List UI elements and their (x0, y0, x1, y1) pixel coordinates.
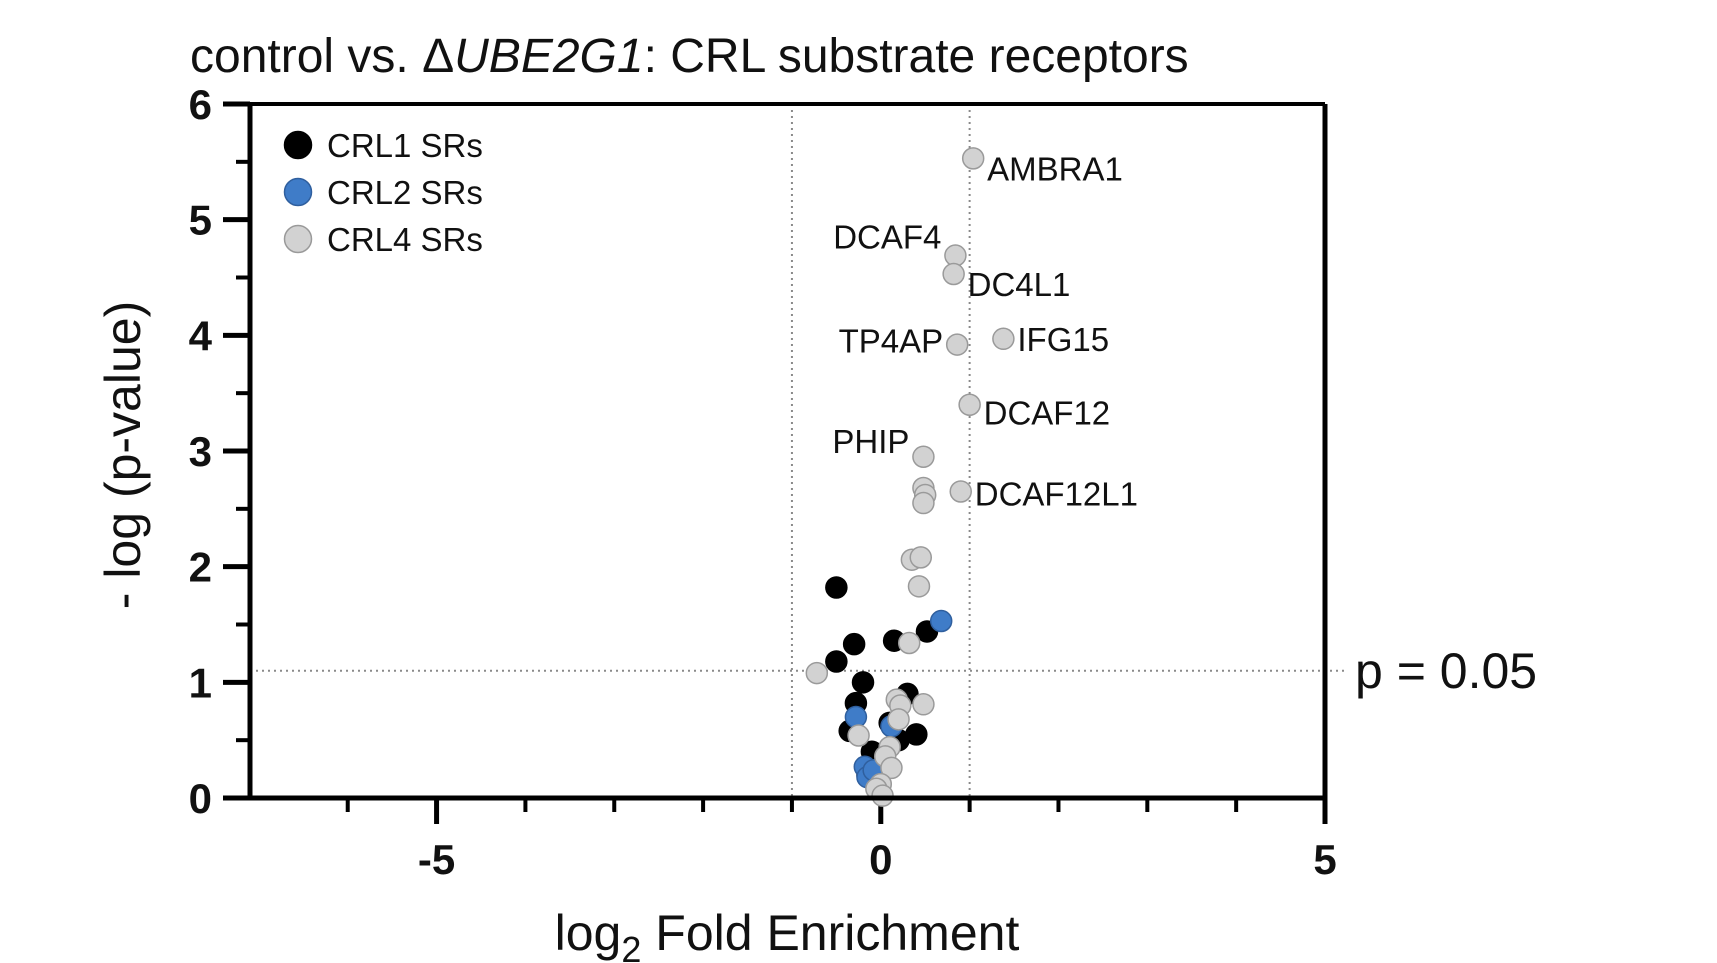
point-0-3 (851, 671, 875, 694)
point-2-12 (909, 546, 933, 569)
point-2-15 (805, 661, 829, 685)
chart-title-gene: UBE2G1 (454, 30, 643, 83)
legend-marker-0 (283, 130, 313, 160)
y-tick-label-4: 4 (189, 312, 213, 359)
plot-axes (247, 104, 1328, 801)
annotation-dcaf12l1: DCAF12L1 (975, 475, 1138, 512)
point-2-13 (907, 575, 931, 598)
y-tick-label-1: 1 (189, 659, 212, 706)
legend: CRL1 SRs CRL2 SRs CRL4 SRs (283, 127, 483, 258)
point-2-2 (942, 262, 965, 286)
point-2-7 (949, 480, 972, 503)
point-2-1 (944, 244, 967, 267)
legend-marker-1 (283, 177, 313, 207)
legend-marker-2 (283, 224, 313, 254)
plot-frame (247, 102, 1328, 801)
annotation-dcaf4: DCAF4 (833, 219, 941, 256)
x-axis-ticks: -5 0 5 (345, 798, 1337, 883)
point-2-10 (912, 491, 935, 515)
point-annotations: AMBRA1 DCAF4 DC4L1 IFG15 TP4AP DCAF12 PHIP DCAF… (832, 150, 1138, 512)
y-tick-label-2: 2 (189, 544, 212, 591)
chart-title-prefix: control vs. Δ (190, 30, 454, 83)
point-2-4 (945, 333, 969, 356)
x-axis-label-log: log (555, 905, 622, 961)
x-tick-label-1: 0 (869, 836, 892, 883)
x-tick-label-0: -5 (418, 836, 455, 883)
point-0-2 (825, 650, 848, 673)
annotation-dcaf12: DCAF12 (984, 395, 1111, 432)
annotation-ambra1: AMBRA1 (987, 150, 1123, 187)
x-axis-label: log2 Fold Enrichment (555, 905, 1020, 963)
annotation-dc4l1: DC4L1 (968, 266, 1071, 303)
chart-title: control vs. ΔUBE2G1: CRL substrate recep… (190, 30, 1189, 83)
reference-lines (250, 104, 1345, 798)
x-tick-label-2: 5 (1313, 836, 1336, 883)
legend-label-1: CRL2 SRs (327, 174, 483, 211)
y-tick-label-3: 3 (189, 428, 212, 475)
point-2-6 (912, 445, 935, 469)
point-2-18 (912, 693, 935, 716)
point-2-20 (847, 724, 870, 747)
chart-title-suffix: : CRL substrate receptors (644, 30, 1189, 83)
x-axis-label-subscript: 2 (621, 929, 641, 963)
y-axis-label: - log (p-value) (95, 301, 151, 609)
y-axis-ticks: 0 1 2 3 4 5 6 (189, 81, 250, 822)
x-axis-label-rest: Fold Enrichment (641, 905, 1019, 961)
point-2-14 (897, 631, 921, 655)
point-2-23 (880, 756, 903, 780)
annotation-tp4ap: TP4AP (839, 323, 944, 360)
y-tick-label-6: 6 (189, 81, 212, 128)
point-1-1 (844, 705, 868, 729)
point-2-19 (887, 708, 910, 731)
point-2-0 (961, 147, 985, 170)
point-0-0 (825, 576, 848, 599)
legend-label-2: CRL4 SRs (327, 221, 483, 258)
point-2-5 (958, 393, 981, 416)
annotation-ifg15: IFG15 (1017, 321, 1109, 358)
point-1-0 (929, 609, 953, 633)
point-2-3 (992, 327, 1015, 351)
y-tick-label-0: 0 (189, 775, 212, 822)
point-0-1 (842, 632, 866, 656)
data-points (805, 147, 1015, 807)
y-tick-label-5: 5 (189, 197, 212, 244)
annotation-phip: PHIP (832, 423, 909, 460)
legend-label-0: CRL1 SRs (327, 127, 483, 164)
p-value-threshold-label: p = 0.05 (1355, 643, 1537, 699)
